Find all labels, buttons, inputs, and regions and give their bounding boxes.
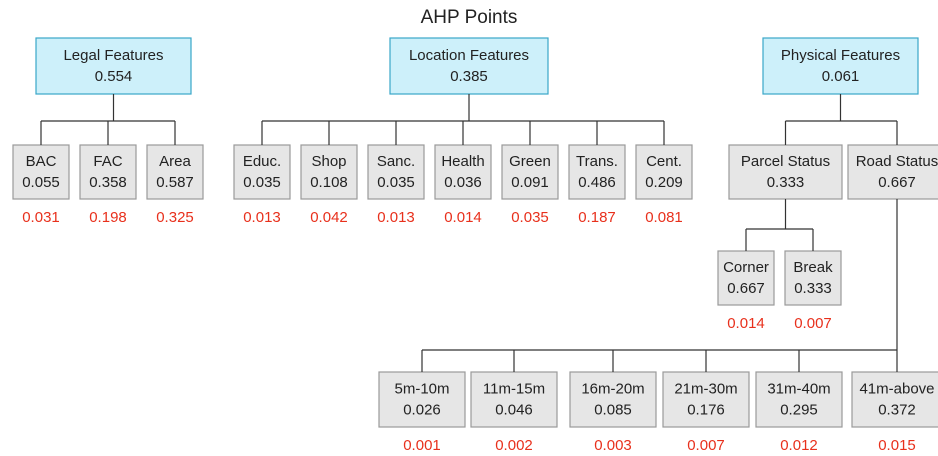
global-weight: 0.187 [578, 209, 616, 226]
node-label: Sanc. [377, 153, 415, 170]
criterion-box [851, 371, 938, 428]
node-label: 5m-10m [394, 380, 449, 397]
node-label: Cent. [646, 153, 682, 170]
criterion-box [367, 144, 425, 200]
node-weight: 0.035 [377, 174, 415, 191]
criterion-box [662, 371, 750, 428]
node-label: Health [441, 153, 484, 170]
node-label: Parcel Status [741, 153, 830, 170]
node-weight: 0.333 [767, 174, 805, 191]
node-label: Legal Features [63, 47, 163, 64]
node-label: Green [509, 153, 551, 170]
node-weight: 0.035 [243, 174, 281, 191]
node-label: 31m-40m [767, 380, 830, 397]
node-weight: 0.085 [594, 401, 632, 418]
criterion-box [501, 144, 559, 200]
global-weight: 0.013 [377, 209, 415, 226]
global-weight: 0.002 [495, 437, 533, 454]
global-weight: 0.031 [22, 209, 60, 226]
node-weight: 0.587 [156, 174, 194, 191]
criterion-box [568, 144, 626, 200]
node-label: Corner [723, 259, 769, 276]
node-weight: 0.108 [310, 174, 348, 191]
node-weight: 0.091 [511, 174, 549, 191]
node-label: FAC [93, 153, 122, 170]
node-label: Location Features [409, 47, 529, 64]
criterion-box [146, 144, 204, 200]
global-weight: 0.014 [444, 209, 482, 226]
criterion-box [12, 144, 70, 200]
global-weight: 0.014 [727, 315, 765, 332]
node-weight: 0.554 [95, 68, 133, 85]
category-box [35, 37, 192, 95]
connector [745, 199, 814, 251]
criterion-box [847, 144, 938, 200]
node-label: Break [793, 259, 833, 276]
criterion-box [470, 371, 558, 428]
node-label: Educ. [243, 153, 281, 170]
global-weight: 0.013 [243, 209, 281, 226]
connector [261, 94, 665, 145]
global-weight: 0.198 [89, 209, 127, 226]
global-weight: 0.042 [310, 209, 348, 226]
global-weight: 0.035 [511, 209, 549, 226]
criterion-box [784, 250, 842, 306]
node-label: Shop [311, 153, 346, 170]
node-label: Physical Features [781, 47, 900, 64]
node-weight: 0.358 [89, 174, 127, 191]
node-weight: 0.026 [403, 401, 441, 418]
node-weight: 0.667 [727, 280, 765, 297]
criterion-box [569, 371, 657, 428]
node-label: Road Status [856, 153, 938, 170]
node-weight: 0.176 [687, 401, 725, 418]
connector [784, 94, 898, 145]
connector [40, 94, 176, 145]
global-weight: 0.015 [878, 437, 916, 454]
global-weight: 0.007 [794, 315, 832, 332]
global-weight: 0.001 [403, 437, 441, 454]
global-weight: 0.081 [645, 209, 683, 226]
criterion-box [717, 250, 775, 306]
node-weight: 0.209 [645, 174, 683, 191]
global-weight: 0.007 [687, 437, 725, 454]
node-label: 21m-30m [674, 380, 737, 397]
criterion-box [378, 371, 466, 428]
node-label: BAC [26, 153, 57, 170]
connector [421, 199, 898, 372]
node-label: Area [159, 153, 191, 170]
node-weight: 0.385 [450, 68, 488, 85]
global-weight: 0.012 [780, 437, 818, 454]
node-weight: 0.667 [878, 174, 916, 191]
node-weight: 0.036 [444, 174, 482, 191]
node-label: 16m-20m [581, 380, 644, 397]
node-weight: 0.372 [878, 401, 916, 418]
node-weight: 0.055 [22, 174, 60, 191]
node-weight: 0.061 [822, 68, 860, 85]
criterion-box [755, 371, 843, 428]
criterion-box [233, 144, 291, 200]
global-weight: 0.325 [156, 209, 194, 226]
global-weight: 0.003 [594, 437, 632, 454]
node-label: 11m-15m [483, 380, 545, 397]
node-label: Trans. [576, 153, 618, 170]
node-label: 41m-above [859, 380, 934, 397]
node-weight: 0.295 [780, 401, 818, 418]
node-weight: 0.486 [578, 174, 616, 191]
criterion-box [300, 144, 358, 200]
node-weight: 0.333 [794, 280, 832, 297]
criterion-box [434, 144, 492, 200]
criterion-box [635, 144, 693, 200]
diagram-title: AHP Points [421, 7, 518, 28]
node-weight: 0.046 [495, 401, 533, 418]
